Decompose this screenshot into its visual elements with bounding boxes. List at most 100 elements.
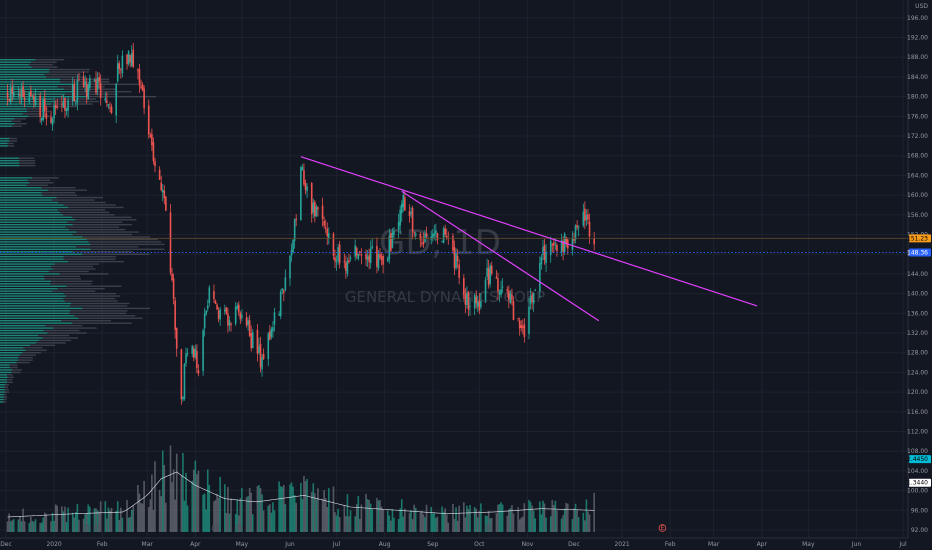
candle-body	[306, 186, 308, 192]
candle-body	[248, 320, 251, 336]
profile-bar-value	[72, 223, 132, 226]
volume-bar	[137, 485, 139, 532]
volume-bar	[324, 498, 327, 532]
volume-bar	[486, 516, 488, 532]
candle-body	[127, 51, 130, 64]
volume-bar	[174, 499, 176, 532]
volume-bar	[498, 504, 501, 532]
event-marker[interactable]	[82, 524, 91, 532]
candle-body	[95, 79, 97, 93]
volume-bar	[279, 486, 282, 532]
profile-bar	[0, 361, 17, 364]
volume-bar	[404, 508, 406, 532]
candle-body	[444, 228, 446, 235]
profile-bar	[0, 273, 60, 275]
volume-bar	[436, 516, 439, 532]
volume-bar	[256, 486, 259, 532]
volume-bar	[441, 506, 443, 532]
profile-bar	[0, 187, 42, 189]
profile-bar	[0, 219, 75, 221]
volume-bar	[456, 520, 459, 532]
volume-bar	[115, 511, 117, 532]
profile-bar	[0, 364, 10, 366]
profile-bar	[0, 352, 23, 354]
volume-bar	[500, 502, 502, 532]
trendline-1[interactable]	[300, 156, 758, 307]
candle-body	[431, 234, 434, 239]
profile-bar-value	[26, 184, 49, 186]
profile-bar	[0, 223, 73, 226]
time-axis[interactable]: Dec 2020 Feb Mar Apr May Jun Jul Aug Sep Oct Nov Dec…	[0, 537, 932, 550]
volume-bars	[6, 445, 595, 532]
profile-bar-value	[22, 113, 42, 115]
event-marker[interactable]	[93, 524, 102, 532]
event-marker[interactable]	[376, 524, 384, 532]
profile-bar	[0, 164, 20, 167]
event-marker[interactable]	[517, 524, 526, 532]
profile-bar-value	[68, 260, 124, 263]
event-marker[interactable]	[211, 524, 220, 532]
candle-body	[346, 260, 349, 274]
candle-body	[65, 108, 68, 112]
event-marker[interactable]	[234, 524, 243, 532]
profile-bar-value	[53, 327, 97, 329]
trendlines[interactable]	[300, 156, 758, 322]
profile-bar	[0, 334, 38, 337]
profile-bar-value	[48, 270, 89, 273]
candle-body	[411, 208, 414, 232]
profile-bar-value	[70, 310, 128, 312]
profile-bar	[0, 118, 15, 120]
volume-bar	[506, 515, 509, 532]
volume-bar	[141, 503, 144, 532]
profile-bar-value	[90, 243, 165, 246]
volume-bar	[43, 512, 46, 532]
profile-bar	[0, 315, 75, 317]
volume-ma-line	[7, 471, 595, 518]
candle-body	[158, 169, 161, 180]
candle-body	[489, 265, 491, 284]
volume-bar	[337, 508, 339, 532]
profile-bar-value	[9, 364, 18, 366]
time-tick-label: May	[802, 541, 815, 548]
candle-body	[404, 197, 406, 211]
volume-bar	[528, 499, 530, 532]
candle-body	[337, 247, 339, 262]
event-marker[interactable]	[658, 524, 667, 532]
profile-bar-value	[4, 391, 10, 393]
volume-bar	[382, 509, 384, 532]
candle-body	[87, 84, 90, 100]
candle-body	[192, 348, 195, 358]
volume-bar	[213, 501, 215, 532]
candle-body	[349, 257, 352, 259]
candle-body	[289, 255, 291, 279]
volume-bar	[273, 510, 276, 532]
volume-bar	[67, 507, 69, 532]
volume-bar	[161, 450, 164, 532]
volume-bar	[576, 510, 578, 532]
profile-bar-value	[27, 179, 51, 182]
volume-bar	[183, 500, 186, 532]
candle-body	[194, 348, 197, 357]
trendline-2[interactable]	[401, 190, 600, 322]
event-marker[interactable]	[343, 524, 352, 532]
profile-bar	[0, 177, 33, 179]
volume-bar	[366, 499, 369, 532]
volume-bar	[107, 507, 110, 532]
profile-bar-value	[76, 231, 140, 233]
price-tick-label: 112.00	[907, 429, 928, 436]
profile-bar-value	[37, 334, 70, 337]
volume-bar	[31, 521, 34, 532]
volume-bar	[563, 508, 566, 532]
price-axis[interactable]: USD 196.00 192.00 188.00 184.00 180.00 176.00 1…	[907, 0, 932, 550]
candle-body	[33, 95, 35, 103]
candle-body	[585, 215, 588, 220]
event-marker[interactable]	[484, 524, 493, 532]
volume-bar	[40, 522, 43, 532]
volume-bar	[368, 500, 370, 532]
candle-body	[245, 317, 248, 326]
event-marker-label: D	[84, 525, 89, 532]
profile-bar-value	[52, 268, 96, 270]
